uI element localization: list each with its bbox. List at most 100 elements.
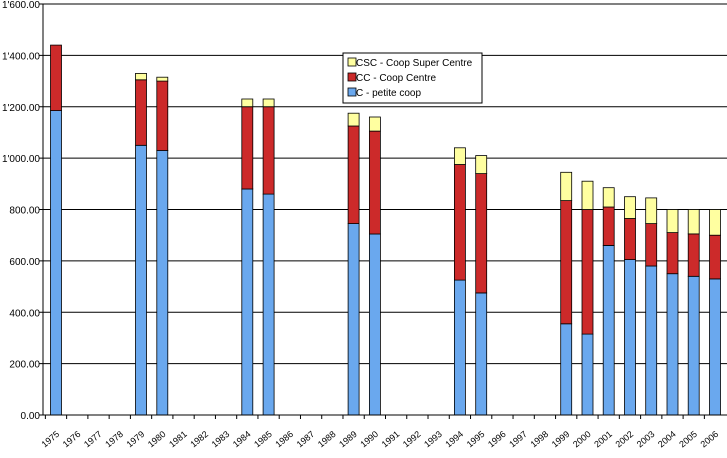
x-tick-label: 1976 (61, 429, 83, 450)
x-tick-label: 1990 (358, 429, 380, 450)
bar-segment (667, 233, 678, 274)
bar-segment (710, 279, 721, 415)
bar-segment (348, 224, 359, 415)
x-tick-label: 1981 (167, 429, 189, 450)
y-axis-ticks: 0.00 200.00 400.00 600.00 800.00 1'000.00 1'20… (2, 0, 43, 422)
bar-segment (582, 181, 593, 209)
bar-segment (667, 210, 678, 233)
bar-segment (242, 107, 253, 189)
legend-swatch (348, 88, 356, 96)
legend-label: CC - Coop Centre (356, 73, 436, 84)
bar-segment (667, 274, 678, 415)
bar-segment (688, 210, 699, 234)
bar-segment (51, 111, 62, 415)
bar-segment (263, 99, 274, 107)
bar-segment (242, 99, 253, 107)
bar-segment (157, 81, 168, 150)
bar-segment (476, 156, 487, 174)
x-tick-label: 1987 (295, 429, 317, 450)
y-tick-label: 800.00 (9, 206, 40, 217)
x-tick-label: 1982 (188, 429, 210, 450)
legend-label: CSC - Coop Super Centre (356, 58, 473, 69)
legend-swatch (348, 73, 356, 81)
bar-segment (625, 260, 636, 415)
bar-segment (263, 107, 274, 194)
x-tick-label: 1993 (422, 429, 444, 450)
x-tick-label: 1988 (316, 429, 338, 450)
x-tick-label: 1979 (125, 429, 147, 450)
x-tick-label: 1995 (465, 429, 487, 450)
bar-segment (369, 131, 380, 234)
y-tick-label: 200.00 (9, 360, 40, 371)
bar-segment (710, 210, 721, 236)
x-tick-label: 2003 (635, 429, 657, 450)
x-tick-label: 2004 (656, 429, 678, 450)
bar-segment (646, 198, 657, 224)
bar-segment (157, 150, 168, 415)
bar-segment (476, 293, 487, 415)
x-tick-label: 1998 (528, 429, 550, 450)
y-tick-label: 1'400.00 (2, 51, 40, 62)
bar-segment (561, 201, 572, 324)
x-tick-label: 1999 (550, 429, 572, 450)
x-tick-label: 2001 (592, 429, 614, 450)
bar-segment (242, 189, 253, 415)
bar-segment (710, 235, 721, 279)
bar-segment (688, 234, 699, 276)
x-axis-ticks: 1975 1976 1977 1978 1979 1980 1981 1982 1983 1984… (40, 415, 721, 449)
bar-segment (136, 73, 147, 79)
legend-label: C - petite coop (356, 88, 421, 99)
x-tick-label: 2006 (699, 429, 721, 450)
bar-segment (603, 246, 614, 416)
x-tick-label: 1978 (103, 429, 125, 450)
x-tick-label: 1996 (486, 429, 508, 450)
bar-segment (348, 126, 359, 224)
bar-segment (348, 113, 359, 126)
bar-segment (454, 280, 465, 415)
bar-segment (454, 148, 465, 165)
bar-segment (688, 276, 699, 415)
y-tick-label: 0.00 (21, 411, 41, 422)
bar-segment (603, 188, 614, 207)
x-tick-label: 1991 (380, 429, 402, 450)
bar-segment (157, 77, 168, 81)
bar-segment (646, 266, 657, 415)
y-tick-label: 400.00 (9, 308, 40, 319)
bar-segment (582, 334, 593, 415)
bar-segment (476, 174, 487, 293)
bar-segment (263, 194, 274, 415)
bar-segment (454, 165, 465, 281)
x-tick-label: 1997 (507, 429, 529, 450)
x-tick-label: 1977 (82, 429, 104, 450)
x-tick-label: 1980 (146, 429, 168, 450)
x-tick-label: 1984 (231, 429, 253, 450)
x-tick-label: 1989 (337, 429, 359, 450)
legend-swatch (348, 58, 356, 66)
bar-segment (51, 45, 62, 111)
y-tick-label: 600.00 (9, 257, 40, 268)
x-tick-label: 1985 (252, 429, 274, 450)
y-tick-label: 1'200.00 (2, 103, 40, 114)
y-tick-label: 1'000.00 (2, 154, 40, 165)
x-tick-label: 1986 (273, 429, 295, 450)
bar-segment (136, 80, 147, 146)
bar-segment (136, 145, 147, 415)
legend: CSC - Coop Super Centre CC - Coop Centre C… (343, 53, 482, 103)
y-tick-label: 1'600.00 (2, 0, 40, 11)
bar-segment (625, 219, 636, 260)
x-tick-label: 1975 (40, 429, 62, 450)
x-tick-label: 2000 (571, 429, 593, 450)
bar-segment (561, 324, 572, 415)
x-tick-label: 2002 (613, 429, 635, 450)
bar-segment (561, 172, 572, 200)
x-tick-label: 2005 (677, 429, 699, 450)
bar-segment (369, 234, 380, 415)
bar-segment (603, 207, 614, 246)
bar-segment (625, 197, 636, 219)
x-tick-label: 1992 (401, 429, 423, 450)
x-tick-label: 1994 (443, 429, 465, 450)
bar-segment (582, 210, 593, 335)
x-tick-label: 1983 (210, 429, 232, 450)
